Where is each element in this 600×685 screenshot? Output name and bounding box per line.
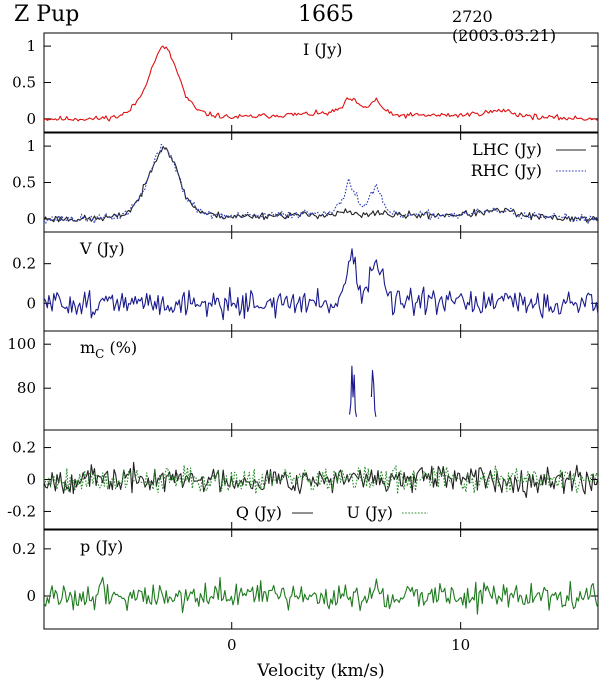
panel-stack: 0 0.5 1 I (Jy) 0 0.5 1 LHC (Jy) RHC (Jy) 0 0.2 V (J… [7, 32, 599, 654]
y-tick-label: 0 [26, 587, 36, 605]
y-tick-label: 1 [26, 37, 36, 55]
legend-label: U (Jy) [346, 503, 393, 522]
series-line-I-0 [43, 45, 599, 122]
panel-V-label: V (Jy) [79, 239, 125, 258]
y-tick-label: 100 [7, 335, 36, 353]
y-tick-label: 0 [26, 110, 36, 128]
panel-QU: -0.2 0 0.2 Q (Jy) U (Jy) [7, 429, 599, 530]
figure-epoch-label: 2720 (2003.03.21) [452, 7, 557, 45]
series-line-mC-1 [370, 370, 377, 417]
panel-frame [43, 231, 599, 332]
y-tick-label: 0 [26, 471, 36, 489]
series-line-V-0 [43, 248, 599, 321]
series-line-p-0 [43, 576, 599, 615]
panel-p-label: p (Jy) [80, 537, 123, 556]
figure-source-label: Z Pup [14, 2, 80, 27]
panel-LR: 0 0.5 1 LHC (Jy) RHC (Jy) [12, 132, 599, 233]
y-tick-label: 0 [26, 294, 36, 312]
y-tick-label: 0.5 [12, 74, 36, 92]
x-tick-label: 0 [227, 636, 237, 654]
x-axis-label: Velocity (km/s) [256, 661, 384, 681]
panel-V: 0 0.2 V (Jy) [12, 231, 599, 332]
series-line-QU-0 [43, 461, 599, 499]
legend-label: LHC (Jy) [472, 140, 542, 159]
y-tick-label: 0.2 [12, 439, 36, 457]
y-tick-label: 0.2 [12, 255, 36, 273]
panel-mC: 80 100 mC (%) [7, 330, 599, 431]
panel-I-label: I (Jy) [303, 40, 342, 59]
y-tick-label: 0.5 [12, 174, 36, 192]
y-tick-label: 1 [26, 137, 36, 155]
y-tick-label: 0.2 [12, 540, 36, 558]
figure-frequency-label: 1665 [298, 2, 354, 27]
series-line-LR-1 [43, 143, 599, 225]
panel-frame [43, 529, 599, 630]
x-tick-label: 10 [451, 636, 470, 654]
panel-p: 0 0.2 p (Jy) 0 10 [12, 529, 599, 654]
legend-label: Q (Jy) [236, 503, 282, 522]
series-line-mC-0 [349, 365, 358, 417]
y-tick-label: 0 [26, 210, 36, 228]
panel-I: 0 0.5 1 I (Jy) [12, 32, 599, 133]
y-tick-label: -0.2 [7, 502, 36, 520]
y-tick-label: 80 [17, 379, 36, 397]
legend-label: RHC (Jy) [471, 161, 542, 180]
panel-mC-label: mC (%) [80, 338, 137, 361]
